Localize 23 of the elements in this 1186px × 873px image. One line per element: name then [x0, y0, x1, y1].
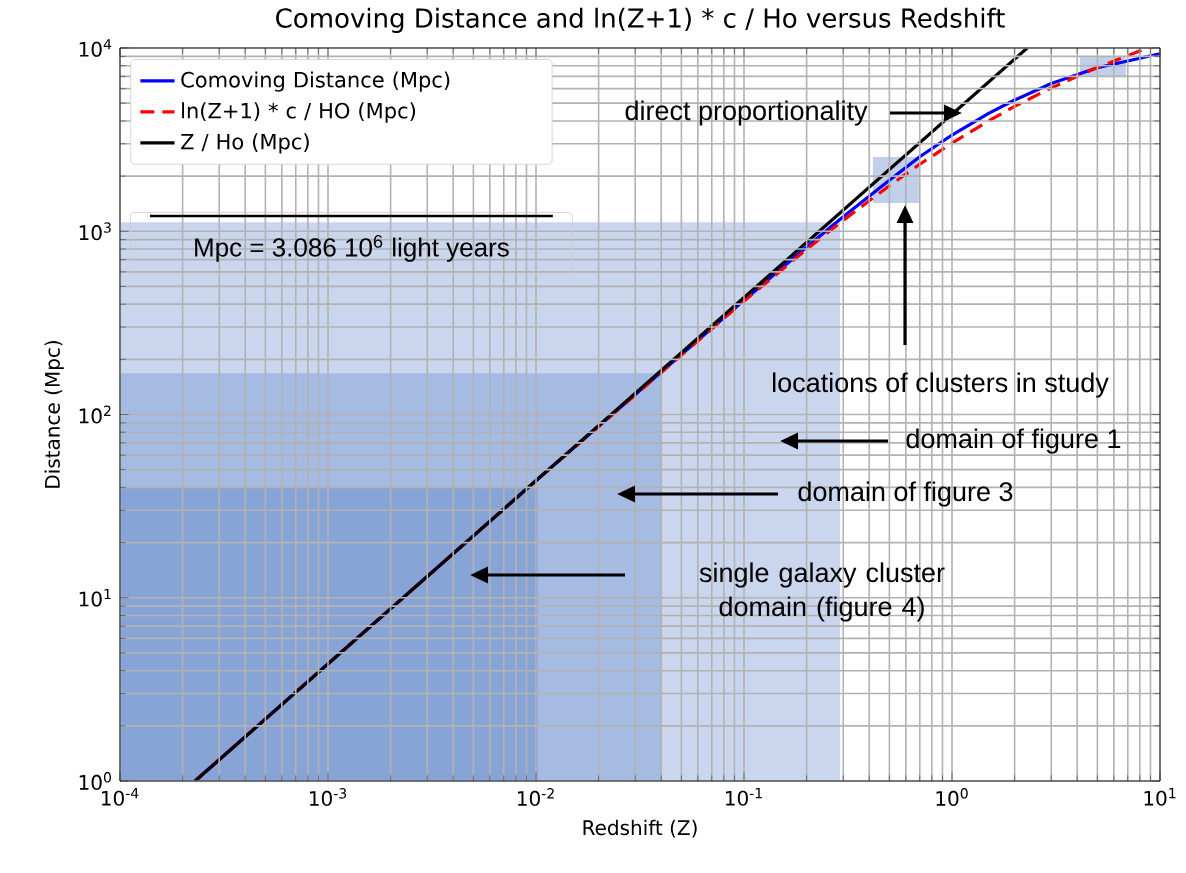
x-tick-label: 10$^{-2}$ [517, 788, 554, 806]
annotation: direct proportionality [625, 100, 868, 126]
x-tick-label: 10$^{-3}$ [309, 788, 347, 806]
annotation: domain of figure 3 [798, 481, 1013, 507]
annotation: locations of clusters in study [773, 372, 1109, 398]
y-tick-label: 10$^{0}$ [79, 772, 111, 790]
y-axis-title: Distance (Mpc) [44, 341, 64, 488]
annotation: single galaxy cluster domain (figure 4) [699, 562, 945, 622]
y-tick-label: 10$^{3}$ [79, 222, 111, 241]
annotation: domain of figure 1 [906, 428, 1121, 454]
annotation: Mpc = 3.086 10$^{6}$ light years [195, 234, 509, 262]
legend-label: ln(Z+1) * c / HO (Mpc) [182, 102, 416, 123]
x-tick-label: 10$^{-4}$ [101, 788, 139, 806]
chart-title: Comoving Distance and ln(Z+1) * c / Ho versus Redshift [276, 7, 1005, 33]
y-tick-label: 10$^{2}$ [79, 405, 111, 424]
x-tick-label: 10$^{-1}$ [725, 788, 762, 806]
x-tick-label: 10$^{1}$ [1144, 788, 1176, 806]
x-tick-label: 10$^{0}$ [936, 788, 968, 806]
y-tick-label: 10$^{1}$ [79, 588, 111, 607]
y-tick-label: 10$^{4}$ [79, 39, 112, 57]
legend-label: Z / Ho (Mpc) [181, 133, 309, 154]
legend-label: Comoving Distance (Mpc) [181, 71, 450, 92]
x-axis-title: Redshift (Z) [583, 819, 697, 838]
